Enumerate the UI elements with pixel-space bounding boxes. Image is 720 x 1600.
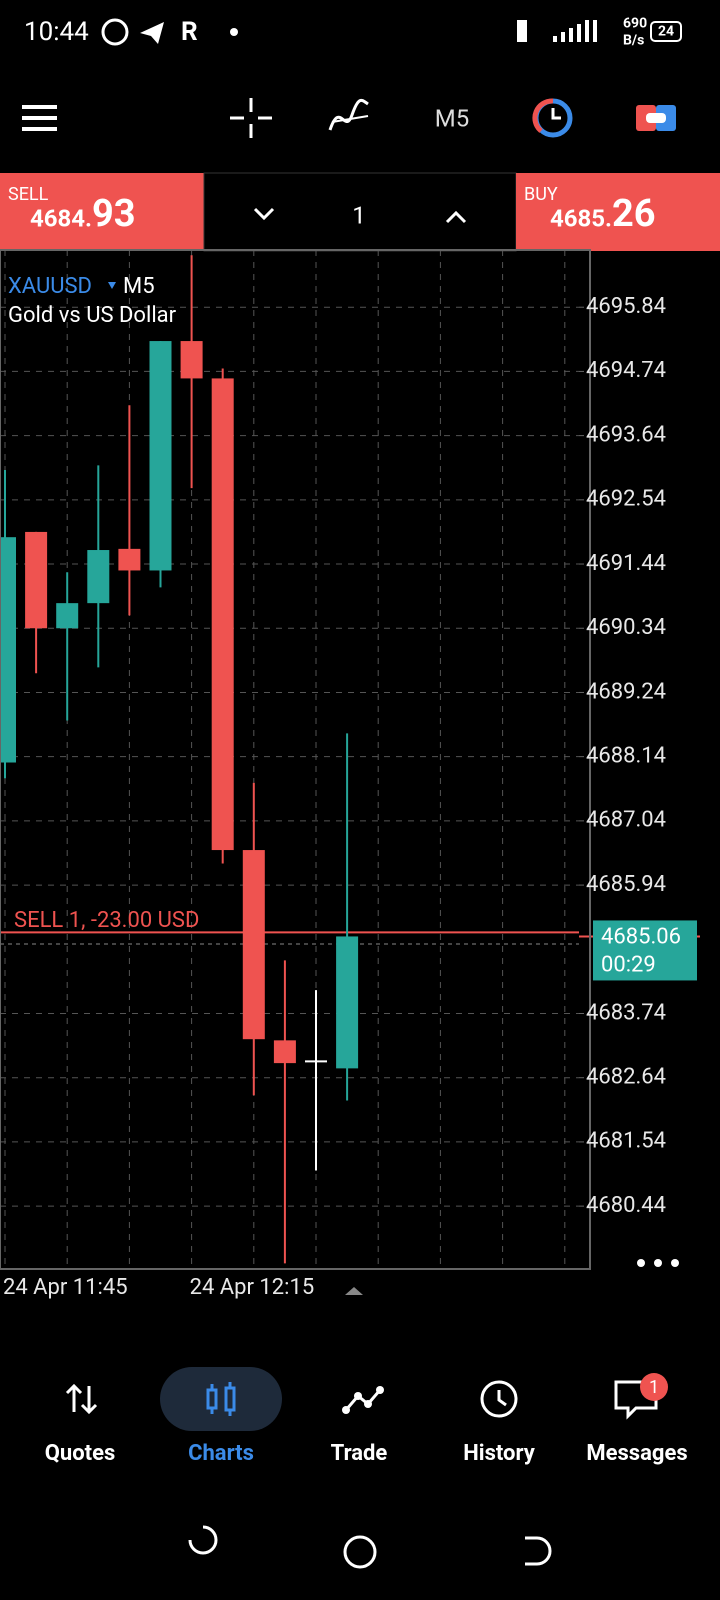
candle-body (0, 537, 16, 763)
nav-tab[interactable]: Messages (586, 1441, 687, 1466)
menu-button[interactable] (22, 105, 57, 131)
more-button[interactable] (637, 1259, 679, 1267)
vibrate-icon (517, 20, 527, 42)
whatsapp-icon (101, 18, 129, 46)
buy-button[interactable] (516, 173, 720, 251)
plot (0, 255, 700, 1264)
messages-badge: 1 (649, 1377, 659, 1398)
timeframe-button[interactable]: M5 (435, 104, 469, 132)
quotes-icon (65, 1383, 98, 1415)
symbol-dropdown[interactable] (108, 282, 116, 289)
scroll-marker (345, 1287, 363, 1295)
y-tick-label: 4681.54 (586, 1129, 666, 1154)
candle-body (25, 531, 48, 629)
chart-frame (0, 249, 591, 1270)
y-tick-label: 4687.04 (586, 808, 666, 833)
y-tick-label: 4680.44 (586, 1193, 666, 1218)
charts-icon (206, 1382, 236, 1416)
y-tick-label: 4692.54 (586, 487, 666, 512)
app-icon: R (181, 17, 198, 47)
back-button[interactable] (525, 1536, 552, 1566)
indicators-button[interactable] (328, 98, 369, 131)
nav-tab[interactable]: History (463, 1441, 535, 1466)
net-speed: 690 (623, 16, 647, 32)
x-tick-label: 24 Apr 11:45 (3, 1275, 128, 1300)
candle-countdown: 00:29 (601, 952, 656, 977)
y-tick-label: 4694.74 (586, 358, 666, 383)
y-tick-label: 4685.94 (586, 872, 666, 897)
home-button[interactable] (343, 1535, 377, 1569)
sell-label: SELL (8, 184, 49, 205)
sell-price-main: 4684. (30, 204, 92, 232)
chart-timeframe: M5 (123, 274, 155, 299)
nav-tab[interactable]: Quotes (45, 1441, 116, 1466)
current-price-box (593, 920, 697, 981)
x-tick-label: 24 Apr 12:15 (190, 1275, 315, 1300)
current-price: 4685.06 (601, 924, 681, 949)
crosshair-button[interactable] (230, 98, 272, 138)
y-tick-label: 4683.74 (586, 1000, 666, 1025)
volume-down[interactable] (253, 207, 275, 221)
trade-icon (342, 1386, 384, 1414)
battery (650, 21, 682, 42)
candle-body (56, 603, 79, 629)
y-tick-label: 4689.24 (586, 679, 666, 704)
candle-body (273, 1040, 296, 1064)
y-tick-label: 4690.34 (586, 615, 666, 640)
history-icon (480, 1380, 518, 1418)
candle-body (149, 341, 172, 571)
dot (230, 28, 238, 36)
candle-body (87, 550, 110, 604)
battery-level: 24 (658, 24, 674, 40)
buy-price-pips: 26 (612, 192, 656, 236)
y-tick-label: 4688.14 (586, 743, 666, 768)
recents-button[interactable] (188, 1525, 218, 1555)
y-tick-label: 4695.84 (586, 294, 666, 319)
candle-body (242, 850, 265, 1040)
nav-tab[interactable]: Charts (188, 1441, 254, 1466)
candle-body (180, 341, 203, 379)
objects-button[interactable] (636, 105, 676, 131)
candle-body (118, 548, 141, 571)
candle-body (211, 378, 234, 851)
y-tick-label: 4682.64 (586, 1065, 666, 1090)
buy-label: BUY (524, 184, 558, 205)
candle-body (336, 936, 359, 1069)
trading-button[interactable] (532, 98, 573, 138)
y-tick-label: 4693.64 (586, 422, 666, 447)
volume[interactable]: 1 (352, 201, 366, 229)
net-speed-unit: B/s (623, 33, 644, 49)
symbol-description: Gold vs US Dollar (8, 303, 177, 328)
position-label: SELL 1, -23.00 USD (14, 908, 199, 933)
sell-price-pips: 93 (92, 192, 136, 236)
signal-icon (553, 20, 597, 42)
sell-button[interactable] (0, 173, 204, 251)
buy-price-main: 4685. (550, 204, 612, 232)
active-tab-bg (160, 1367, 282, 1431)
nav-tab[interactable]: Trade (331, 1441, 388, 1466)
volume-up[interactable] (445, 210, 467, 224)
messages-icon (614, 1373, 668, 1420)
telegram-icon (140, 22, 164, 44)
grid (0, 250, 584, 1268)
symbol[interactable]: XAUUSD (8, 274, 92, 299)
y-tick-label: 4691.44 (586, 551, 666, 576)
clock: 10:44 (24, 17, 89, 47)
